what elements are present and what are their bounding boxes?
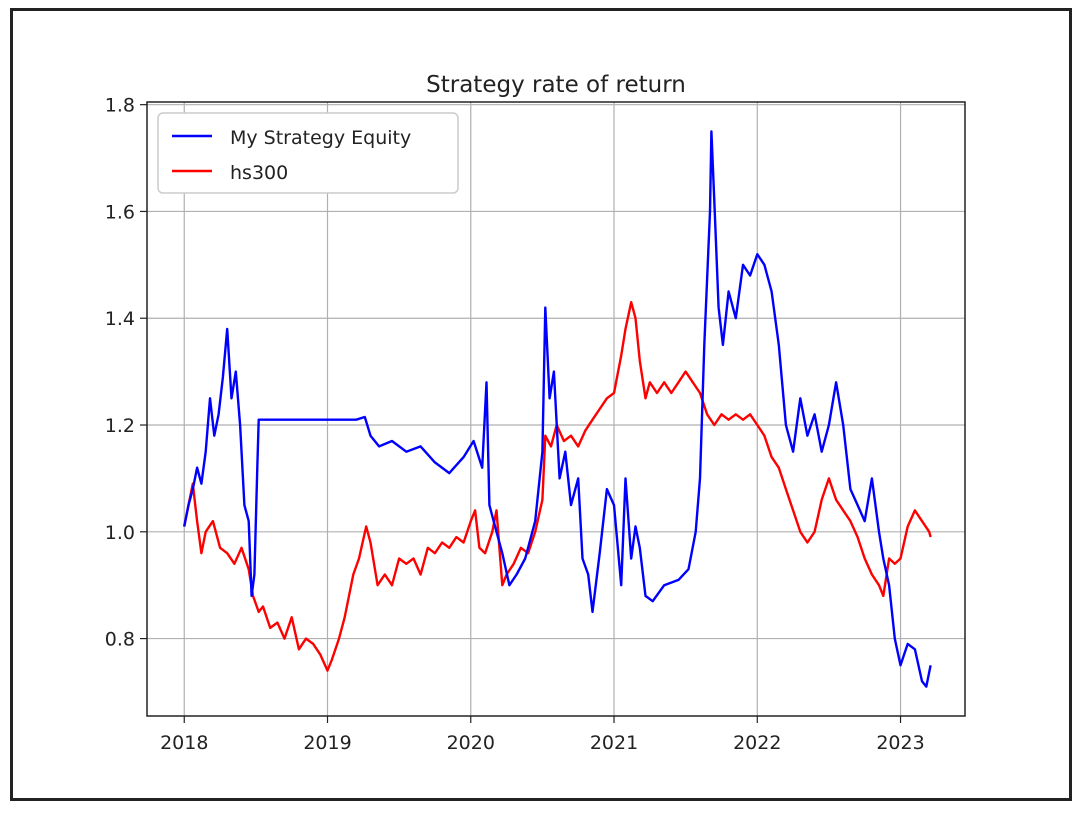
y-tick-label: 1.6 bbox=[105, 201, 135, 223]
series-line-my-strategy-equity bbox=[183, 130, 932, 688]
y-tick-label: 1.8 bbox=[105, 95, 135, 117]
legend-box bbox=[157, 112, 459, 194]
x-tick-label: 2021 bbox=[590, 732, 638, 754]
y-tick-label: 1.2 bbox=[105, 415, 135, 437]
x-tick-label: 2023 bbox=[876, 732, 924, 754]
legend-label-hs300: hs300 bbox=[230, 162, 288, 184]
series-line-hs300 bbox=[183, 301, 932, 672]
y-tick-label: 0.8 bbox=[105, 629, 135, 651]
legend-label-my-strategy-equity: My Strategy Equity bbox=[230, 127, 411, 149]
series-lines bbox=[183, 130, 932, 688]
x-tick-label: 2018 bbox=[160, 732, 208, 754]
x-tick-label: 2022 bbox=[733, 732, 781, 754]
x-tick-label: 2019 bbox=[303, 732, 351, 754]
x-tick-label: 2020 bbox=[447, 732, 495, 754]
legend: My Strategy Equity hs300 bbox=[157, 112, 459, 194]
chart-title: Strategy rate of return bbox=[426, 72, 686, 98]
axis-ticks: 2018 2019 2020 2021 2022 2023 0.8 1.0 1.2 1.4 1.6 1… bbox=[105, 95, 925, 754]
y-tick-label: 1.4 bbox=[105, 308, 135, 330]
y-tick-label: 1.0 bbox=[105, 522, 135, 544]
axes-frame bbox=[146, 101, 966, 717]
